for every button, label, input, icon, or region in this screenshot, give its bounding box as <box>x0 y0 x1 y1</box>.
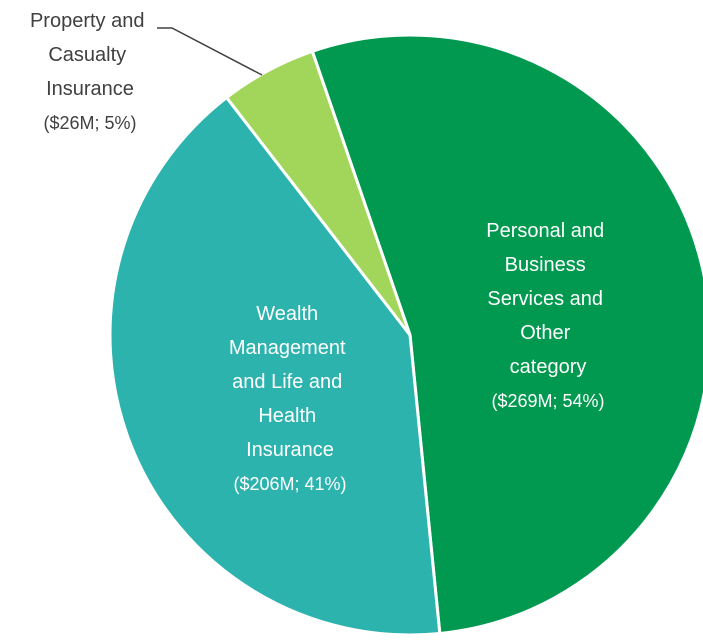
value-label: ($206M; 41%) <box>233 474 346 494</box>
slice-label: Property and Casualty Insurance <box>30 10 150 100</box>
value-label: ($26M; 5%) <box>43 113 136 133</box>
slice-label: Personal and Business Services and Other… <box>486 220 609 378</box>
slice-label: Wealth Management and Life and Health In… <box>229 303 351 461</box>
value-label: ($269M; 54%) <box>491 391 604 411</box>
leader-line <box>157 27 263 76</box>
pie-slice <box>224 49 412 336</box>
pie-slice <box>108 95 442 637</box>
